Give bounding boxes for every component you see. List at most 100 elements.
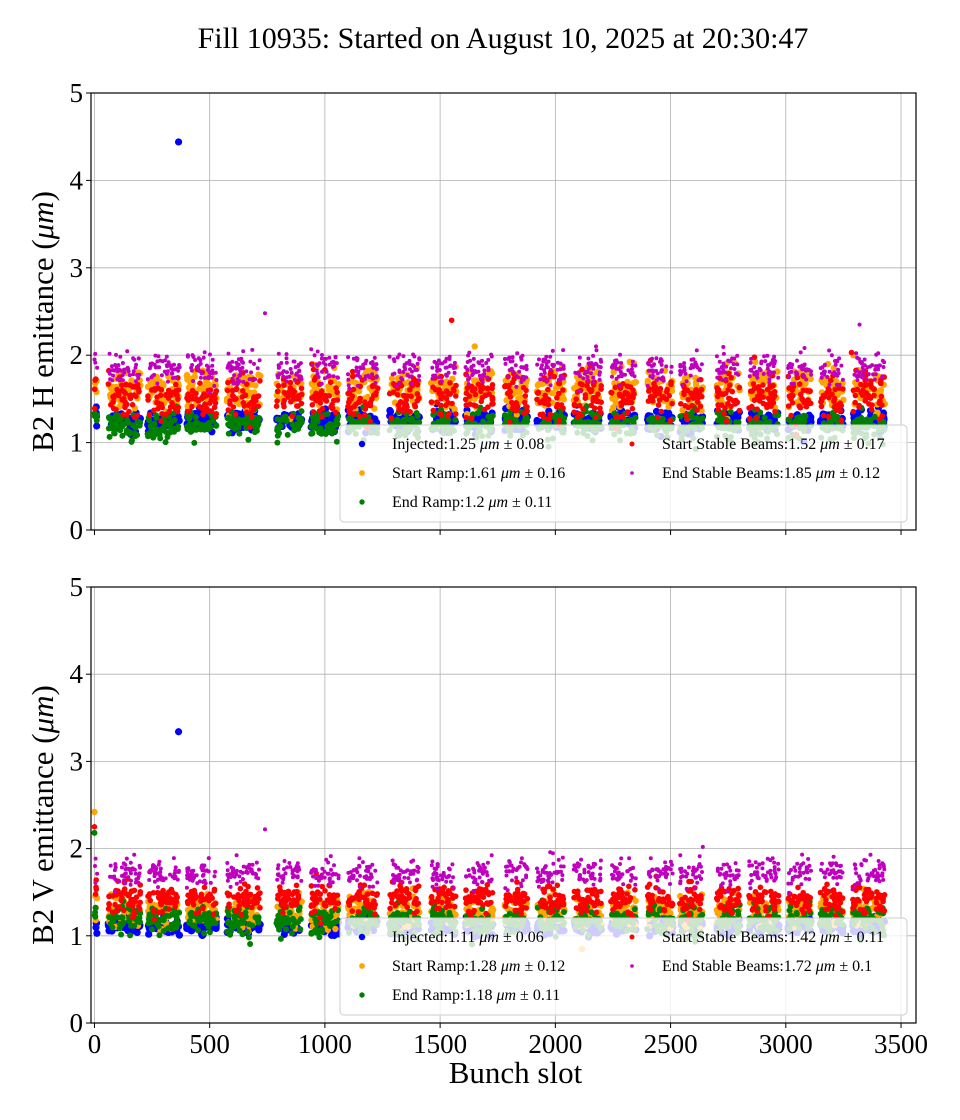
data-point <box>118 382 125 389</box>
data-point <box>170 371 175 376</box>
data-point <box>171 425 178 432</box>
data-point <box>760 400 767 407</box>
data-point <box>799 396 806 403</box>
data-point <box>167 404 174 410</box>
data-point <box>610 374 614 379</box>
data-point <box>153 412 159 419</box>
data-point <box>255 371 262 378</box>
data-point <box>802 380 809 387</box>
data-point <box>765 363 770 368</box>
data-point <box>694 407 700 413</box>
data-point <box>290 387 296 394</box>
data-point <box>724 376 728 381</box>
data-point <box>489 354 494 359</box>
data-point <box>524 408 530 415</box>
figure-title: Fill 10935: Started on August 10, 2025 a… <box>197 22 809 55</box>
data-point <box>388 415 395 421</box>
data-point <box>210 357 215 362</box>
y-tick-label: 0 <box>70 515 84 545</box>
data-point <box>367 418 373 424</box>
data-point <box>655 414 661 421</box>
data-point <box>485 375 490 380</box>
data-point <box>577 388 582 393</box>
data-point <box>860 375 865 380</box>
data-point <box>736 384 743 391</box>
data-point <box>862 363 867 368</box>
data-point <box>694 348 699 353</box>
data-point <box>284 431 291 438</box>
data-point <box>660 375 665 380</box>
data-point <box>786 375 791 379</box>
data-point <box>252 361 256 366</box>
data-point <box>251 429 258 436</box>
data-point <box>864 377 869 382</box>
data-point <box>697 368 702 373</box>
data-point <box>361 362 366 367</box>
data-point <box>414 367 419 372</box>
data-point <box>196 363 201 368</box>
y-axis-label: B2 H emittance (μm) <box>25 191 60 452</box>
data-point <box>282 413 289 420</box>
data-point <box>721 361 726 366</box>
data-point <box>586 378 591 383</box>
data-point <box>319 381 324 386</box>
data-point <box>548 375 553 380</box>
data-point <box>616 383 621 388</box>
data-point <box>358 365 363 370</box>
data-point <box>595 398 602 405</box>
data-point <box>794 372 799 377</box>
data-point <box>409 415 415 422</box>
data-point <box>858 381 864 388</box>
data-point <box>131 430 138 437</box>
data-point <box>582 371 587 376</box>
data-point <box>613 358 617 363</box>
data-point <box>809 369 813 374</box>
legend-marker <box>358 440 366 448</box>
data-point <box>310 363 315 368</box>
data-point <box>453 411 459 417</box>
data-point <box>280 371 285 375</box>
data-point <box>597 377 602 382</box>
data-point <box>167 429 173 436</box>
data-point <box>818 403 825 410</box>
data-point <box>248 377 253 382</box>
data-point <box>346 398 353 405</box>
data-point <box>355 356 360 361</box>
data-point <box>771 364 776 369</box>
data-point <box>373 390 379 396</box>
data-point <box>589 361 594 366</box>
data-point <box>129 402 136 408</box>
data-point <box>577 362 582 367</box>
data-point <box>489 401 495 407</box>
data-point <box>93 376 99 382</box>
data-point <box>561 348 566 353</box>
data-point <box>446 370 451 375</box>
data-point <box>108 419 115 426</box>
data-point <box>578 374 582 379</box>
data-point <box>297 415 304 421</box>
data-point <box>309 430 316 437</box>
data-point <box>111 373 115 378</box>
data-point <box>213 370 218 375</box>
data-point <box>807 388 813 394</box>
data-point <box>749 368 754 373</box>
data-point <box>588 388 594 395</box>
data-point <box>415 361 420 366</box>
data-point <box>659 394 666 401</box>
data-point <box>346 408 353 415</box>
data-point <box>835 372 840 376</box>
data-point <box>807 375 814 383</box>
data-point <box>274 432 281 439</box>
data-point <box>309 347 314 352</box>
data-point <box>880 358 885 363</box>
legend-marker <box>359 470 365 476</box>
data-point <box>248 409 254 416</box>
data-point <box>765 366 770 371</box>
data-point <box>471 356 476 361</box>
data-point <box>796 381 803 387</box>
data-point <box>444 413 451 419</box>
data-point <box>747 374 752 379</box>
data-point <box>471 377 478 384</box>
data-point <box>333 385 339 391</box>
